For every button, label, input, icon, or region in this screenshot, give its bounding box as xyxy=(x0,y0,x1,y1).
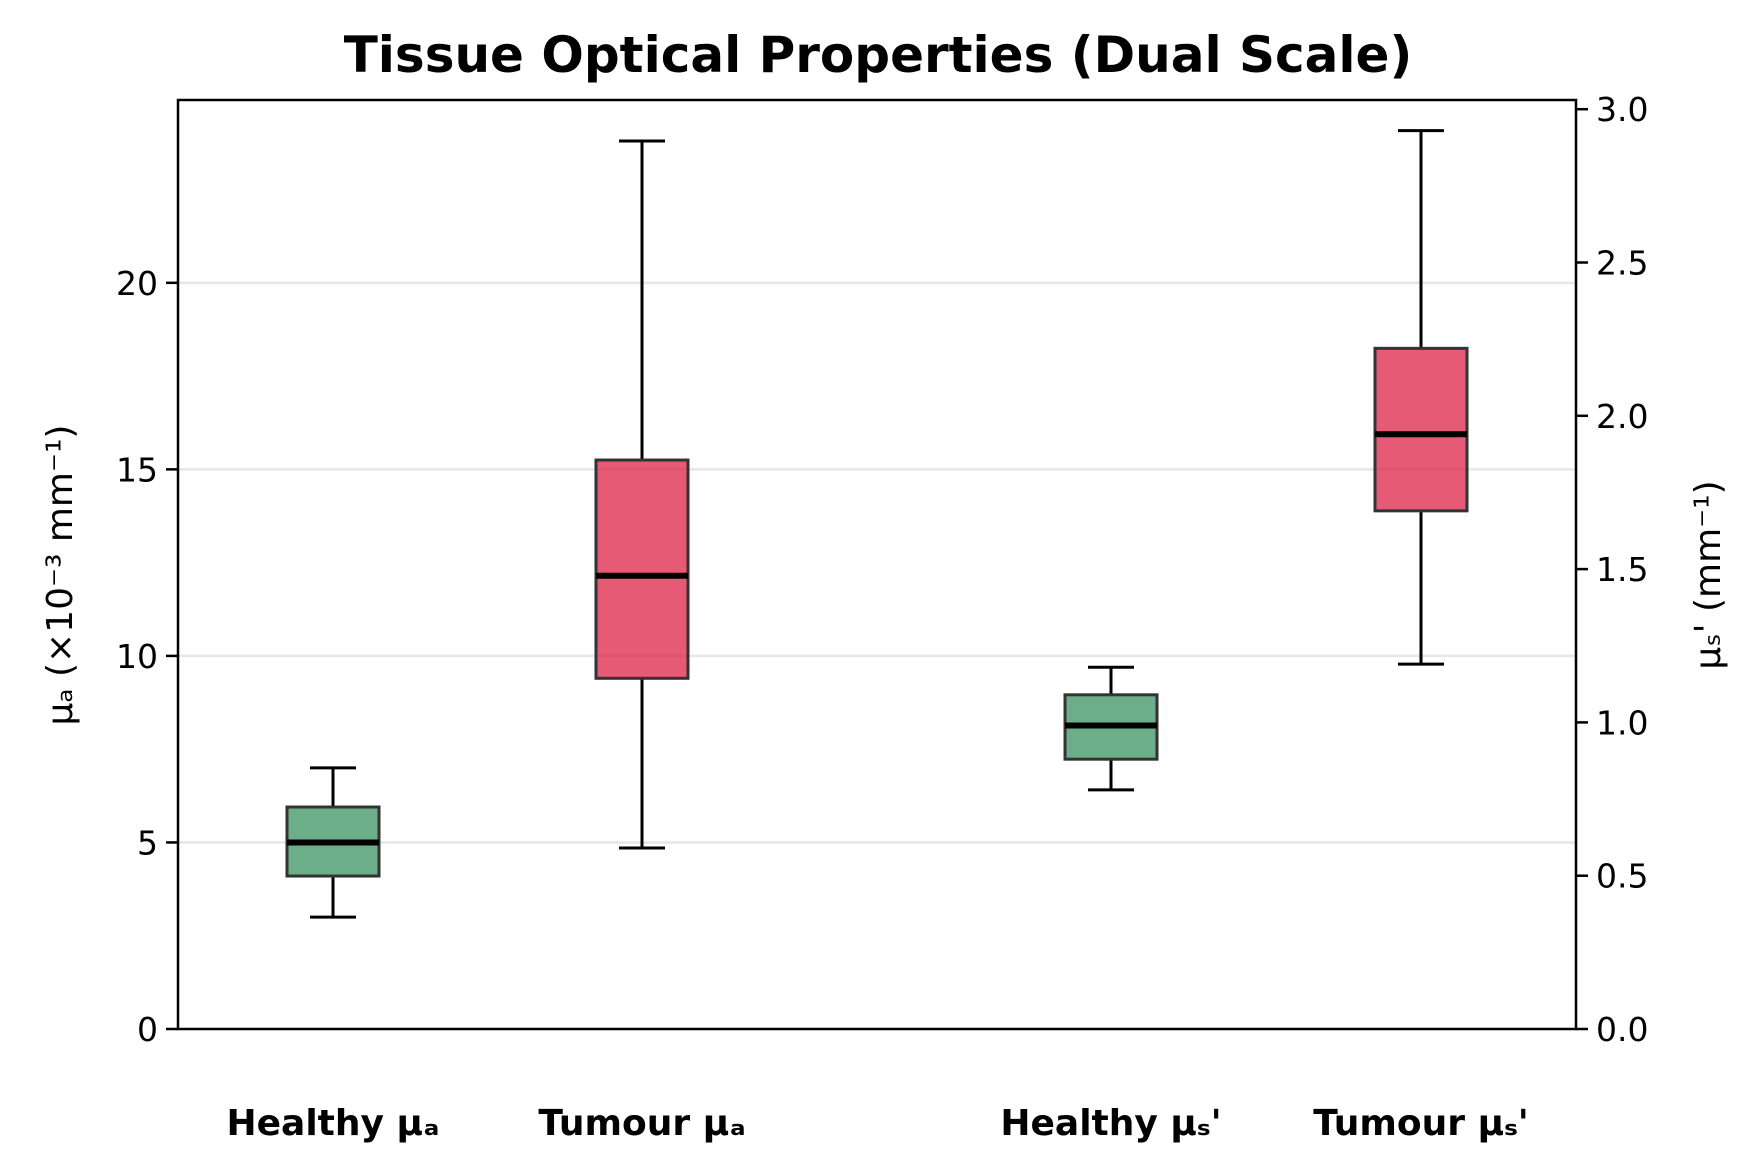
category-label: Healthy μₛ' xyxy=(1000,1103,1221,1144)
grid-lines xyxy=(178,281,1576,844)
right-tick-label: 1.5 xyxy=(1596,550,1648,589)
box-plot xyxy=(285,766,381,919)
left-tick-label: 20 xyxy=(116,264,158,303)
category-label: Tumour μₛ' xyxy=(1313,1103,1529,1144)
left-tick-label: 5 xyxy=(137,823,158,862)
right-tick-label: 0.5 xyxy=(1596,857,1648,896)
right-axis-label: μₛ' (mm⁻¹) xyxy=(1688,480,1729,669)
box-plot xyxy=(1373,129,1469,666)
axes: 0 5 10 15 20 0.0 0.5 1.0 1.5 2.0 2.5 3.0 xyxy=(116,90,1648,1049)
category-label: Healthy μₐ xyxy=(227,1103,440,1144)
box-iqr xyxy=(594,458,690,680)
right-tick-label: 2.0 xyxy=(1596,397,1648,436)
left-tick-label: 0 xyxy=(137,1010,158,1049)
left-tick-label: 15 xyxy=(116,450,158,489)
right-tick-label: 0.0 xyxy=(1596,1010,1648,1049)
right-tick-label: 3.0 xyxy=(1596,90,1648,129)
category-label: Tumour μₐ xyxy=(538,1103,745,1144)
chart-title: Tissue Optical Properties (Dual Scale) xyxy=(344,26,1413,84)
box-iqr xyxy=(1373,346,1469,513)
left-tick-label: 10 xyxy=(116,637,158,676)
right-tick-label: 2.5 xyxy=(1596,243,1648,282)
box-plot xyxy=(1063,665,1159,792)
right-tick-label: 1.0 xyxy=(1596,703,1648,742)
left-axis-label: μₐ (×10⁻³ mm⁻¹) xyxy=(40,425,81,726)
plot-frame xyxy=(176,98,1578,1031)
box-plot xyxy=(594,139,690,850)
boxes: Healthy μₐ Tumour μₐ Healthy μₛ' Tumour μₛ' xyxy=(227,129,1529,1144)
